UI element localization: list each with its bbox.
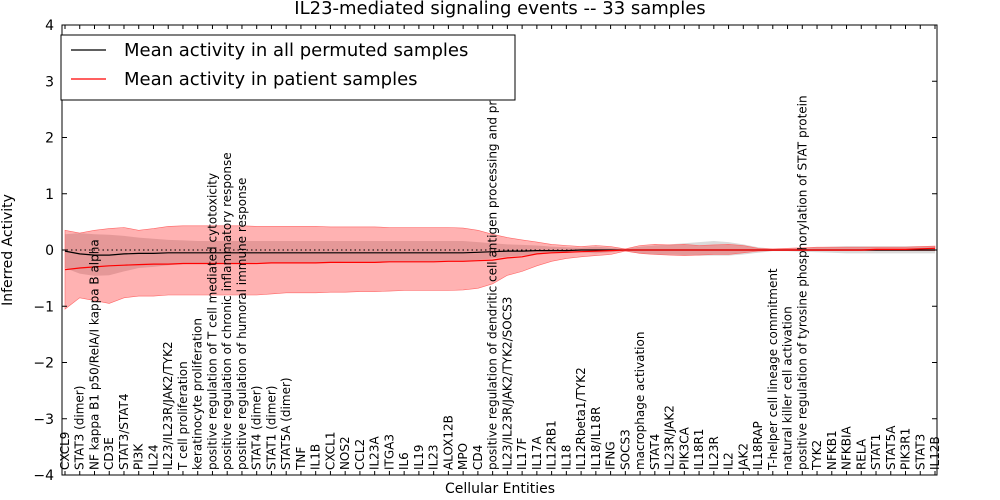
legend-box [60, 34, 516, 101]
y-tick-label: −1 [33, 299, 54, 315]
x-category-label: IL18RAP [751, 421, 765, 470]
axis-ticks: −4 −3 −2 −1 0 1 2 3 4 [33, 18, 937, 484]
x-category-label: positive regulation of humoral immune re… [235, 178, 249, 470]
x-category-label: PIK3CA [677, 426, 691, 470]
legend: Mean activity in all permuted samples Mea… [60, 34, 516, 101]
x-category-label: positive regulation of chronic inflammat… [220, 152, 234, 470]
x-category-label: natural killer cell activation [781, 306, 795, 470]
x-category-label: IL12B [928, 436, 942, 470]
x-category-label: T cell proliferation [176, 361, 190, 471]
x-category-label: STAT3 [913, 434, 927, 470]
x-category-label: positive regulation of T cell mediated c… [206, 173, 220, 470]
x-category-label: T-helper cell lineage commitment [766, 268, 780, 471]
x-category-label: IL17A [530, 436, 544, 470]
x-category-label: ITGA3 [382, 434, 396, 470]
x-category-label: IL12Rbeta1/TYK2 [574, 367, 588, 470]
x-category-label: IL23A [368, 436, 382, 470]
x-category-label: IL23/IL23R/JAK2/TYK2/SOCS3 [500, 297, 514, 470]
x-category-label: IL17F [515, 437, 529, 469]
x-axis-label: Cellular Entities [445, 481, 555, 497]
y-tick-label: −2 [33, 356, 54, 372]
x-category-label: IL23R [707, 436, 721, 470]
chart-title: IL23-mediated signaling events -- 33 sam… [294, 0, 705, 19]
x-category-label: IL18 [559, 445, 573, 471]
x-category-label: NFKB1 [825, 430, 839, 470]
x-category-label: IL12RB1 [545, 420, 559, 470]
x-category-label: CCL2 [353, 439, 367, 470]
x-category-label: STAT1 (dimer) [264, 386, 278, 470]
y-tick-label: −3 [33, 412, 54, 428]
x-category-label: IL23R/JAK2 [663, 405, 677, 470]
x-category-label: MPO [456, 443, 470, 470]
x-category-label: IL18/IL18R [589, 407, 603, 470]
x-category-label: macrophage activation [633, 332, 647, 470]
x-category-label: IL23/IL23R/JAK2/TYK2 [161, 341, 175, 470]
x-category-label: TNF [294, 447, 308, 471]
x-category-label: ALOX12B [441, 415, 455, 470]
x-category-label: CXCL1 [323, 432, 337, 470]
x-category-label: STAT5A (dimer) [279, 377, 293, 470]
x-category-label: STAT3 (dimer) [73, 386, 87, 470]
x-category-label: CD3E [102, 437, 116, 470]
x-category-label: STAT1 [869, 434, 883, 470]
x-category-label: RELA [854, 438, 868, 470]
x-category-label: PI3K [132, 443, 146, 470]
series-line-patient [64, 247, 936, 271]
legend-label: Mean activity in patient samples [124, 69, 418, 90]
x-category-label: STAT3/STAT4 [117, 393, 131, 470]
y-tick-label: −4 [33, 468, 54, 484]
x-category-label: NFKBIA [840, 425, 854, 470]
x-category-label: NOS2 [338, 436, 352, 470]
x-category-label: STAT4 (dimer) [250, 386, 264, 470]
x-category-label: IL18R1 [692, 429, 706, 470]
x-category-label: positive regulation of tyrosine phosphor… [795, 95, 809, 470]
x-category-label: STAT4 [648, 434, 662, 470]
y-axis-label: Inferred Activity [0, 194, 16, 306]
y-tick-label: 1 [45, 187, 54, 203]
x-category-label: IL19 [412, 445, 426, 471]
x-category-label: CXCL9 [58, 432, 72, 470]
x-category-label: PIK3R1 [899, 428, 913, 470]
x-category-label: IL2 [722, 452, 736, 470]
x-category-label: IL1B [309, 444, 323, 470]
band-permuted [65, 233, 935, 276]
x-category-label: IL23 [427, 444, 441, 470]
y-tick-label: 0 [45, 243, 54, 259]
x-category-label: SOCS3 [618, 429, 632, 470]
y-tick-label: 4 [45, 18, 54, 34]
y-tick-label: 2 [45, 131, 54, 147]
legend-label: Mean activity in all permuted samples [124, 40, 468, 61]
x-category-label: JAK2 [736, 443, 750, 471]
plot-area: CXCL9 STAT3 (dimer) NF kappa B1 p50/RelA/I… [58, 37, 942, 471]
x-category-label: keratinocyte proliferation [191, 318, 205, 470]
x-category-label: IL24 [147, 445, 161, 471]
y-tick-label: 3 [45, 74, 54, 90]
x-category-label: IL6 [397, 452, 411, 470]
x-category-label: STAT5A [884, 425, 898, 470]
x-category-label: IFNG [604, 441, 618, 470]
x-category-label: TYK2 [810, 440, 824, 471]
x-category-label: NF kappa B1 p50/RelA/I kappa B alpha [88, 239, 102, 470]
x-category-label: CD4 [471, 445, 485, 470]
x-category-label: positive regulation of dendritic cell an… [486, 37, 500, 470]
